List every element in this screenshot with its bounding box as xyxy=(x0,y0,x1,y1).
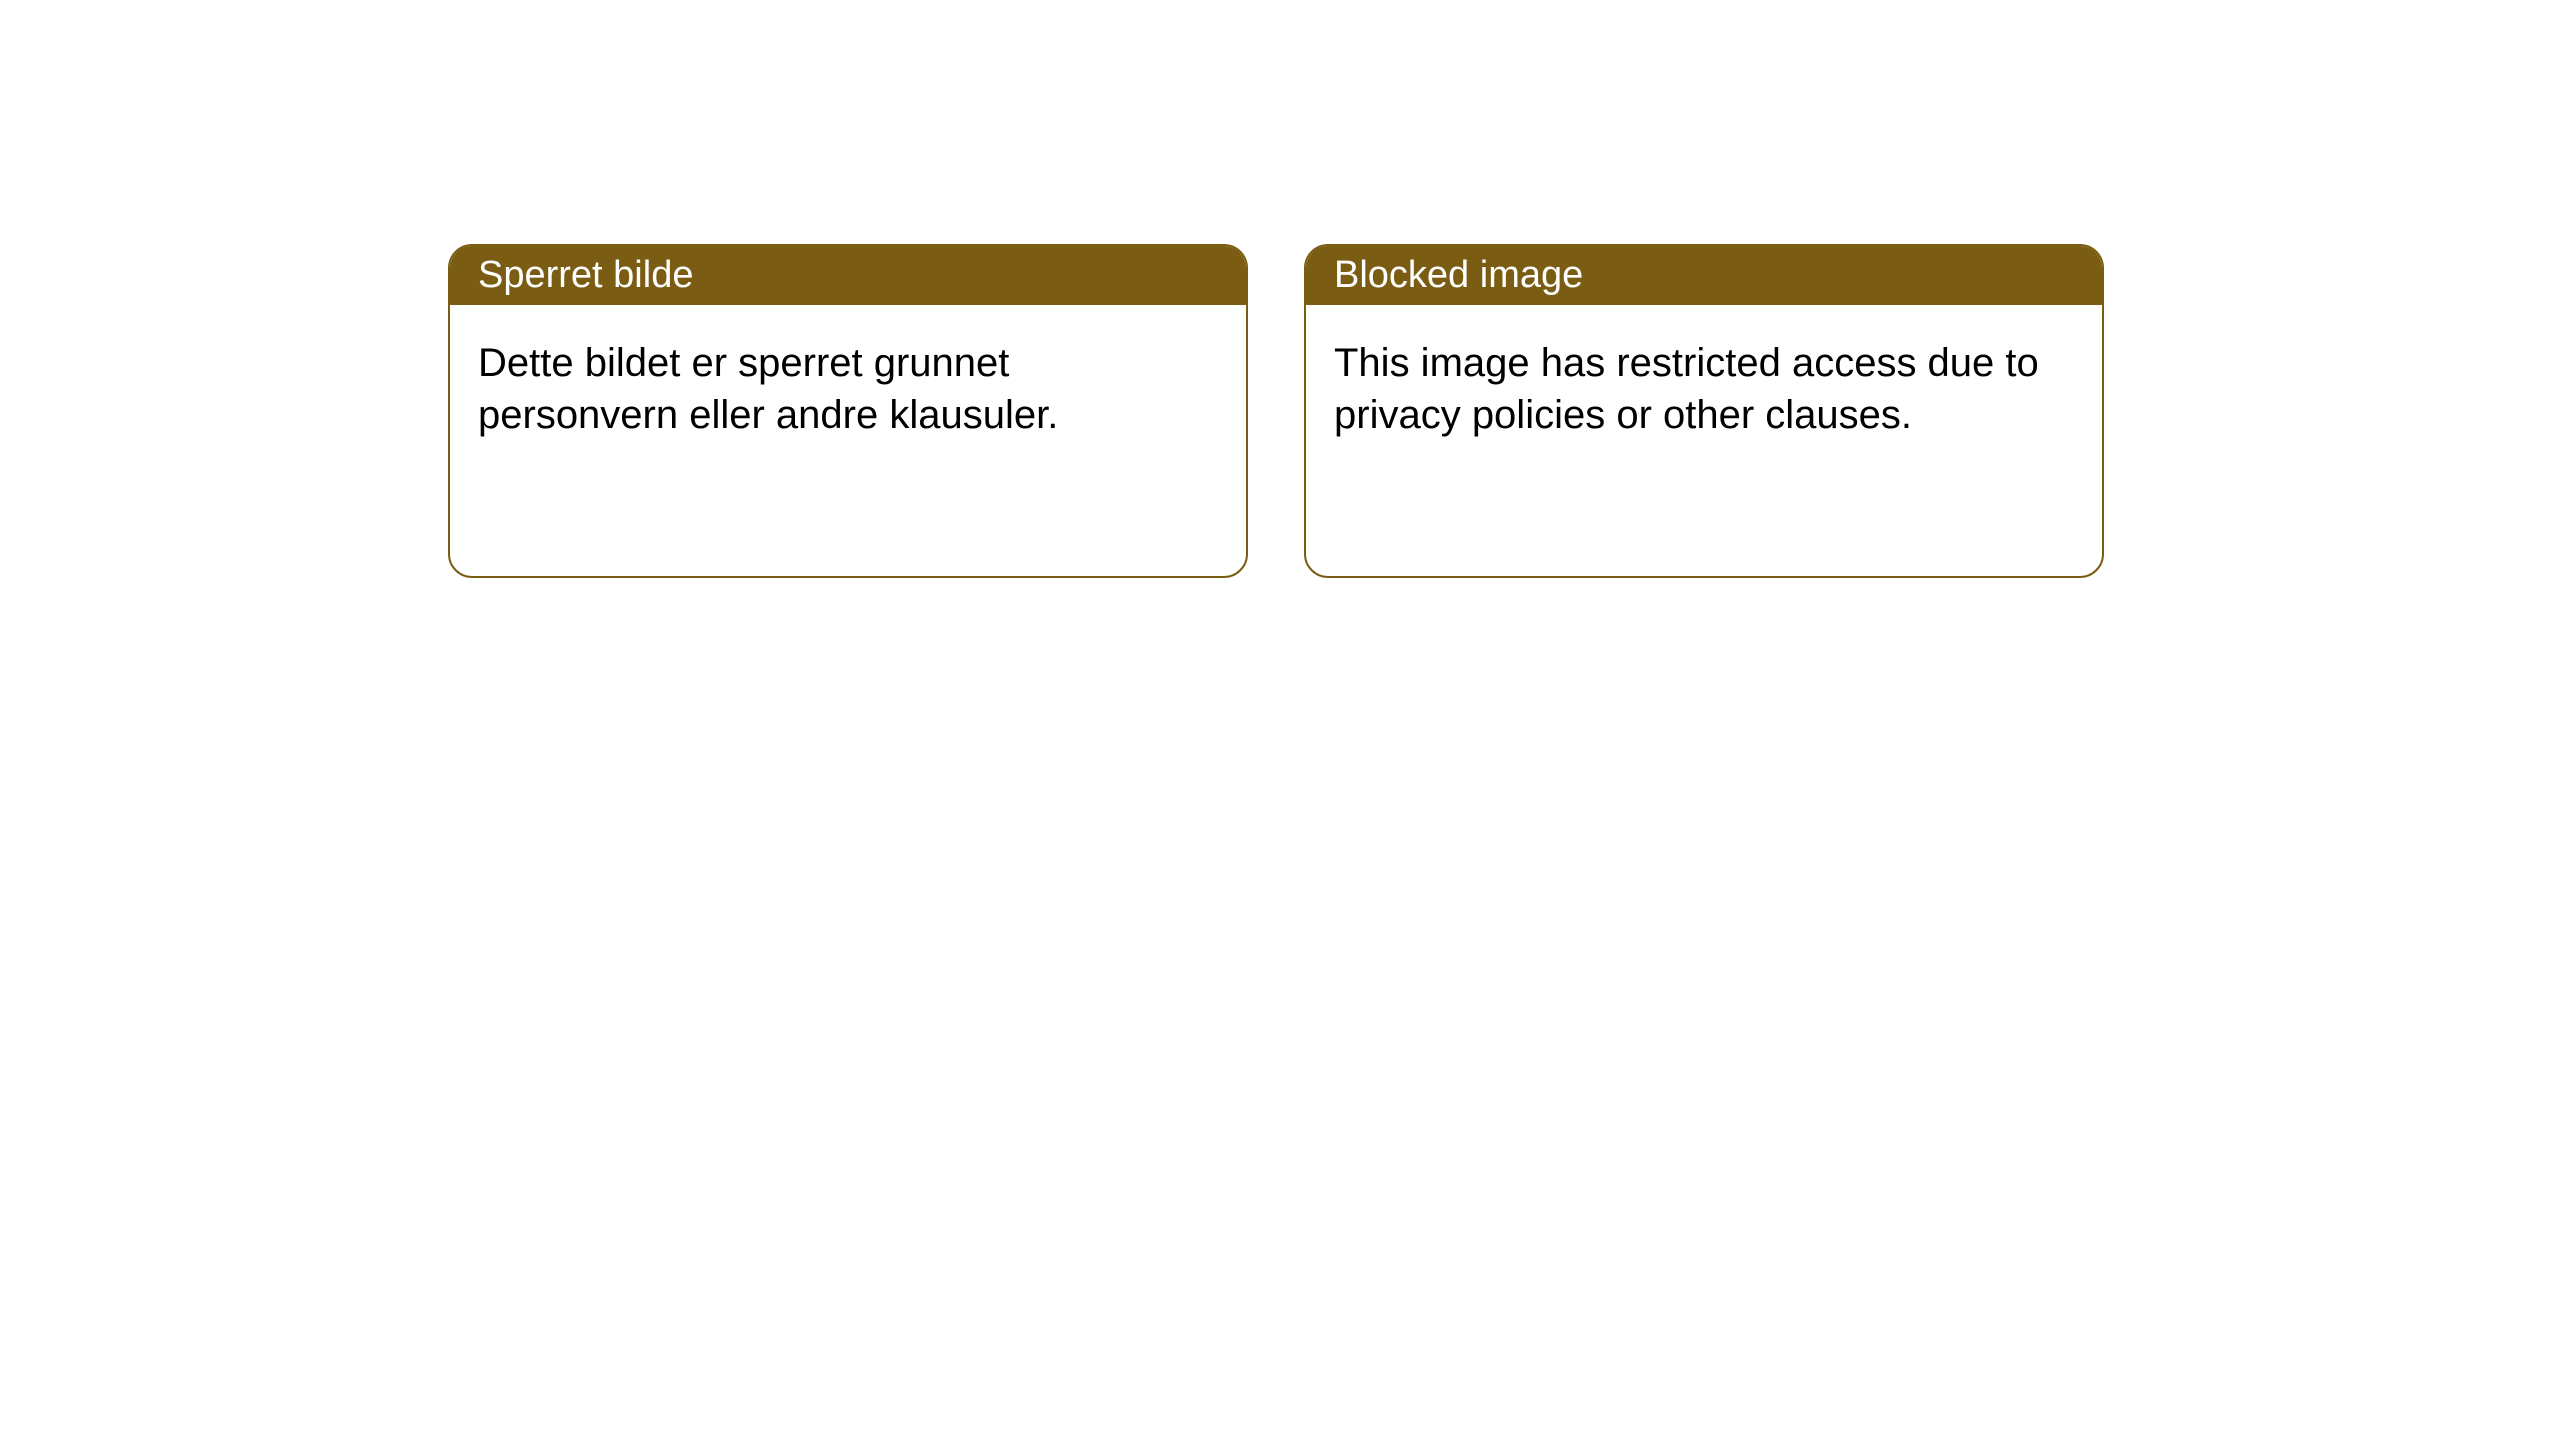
notice-card-title: Sperret bilde xyxy=(450,246,1246,305)
notice-card-norwegian: Sperret bilde Dette bildet er sperret gr… xyxy=(448,244,1248,578)
notice-card-body: Dette bildet er sperret grunnet personve… xyxy=(450,305,1246,473)
notice-cards-container: Sperret bilde Dette bildet er sperret gr… xyxy=(448,244,2104,578)
notice-card-english: Blocked image This image has restricted … xyxy=(1304,244,2104,578)
notice-card-body: This image has restricted access due to … xyxy=(1306,305,2102,473)
notice-card-title: Blocked image xyxy=(1306,246,2102,305)
